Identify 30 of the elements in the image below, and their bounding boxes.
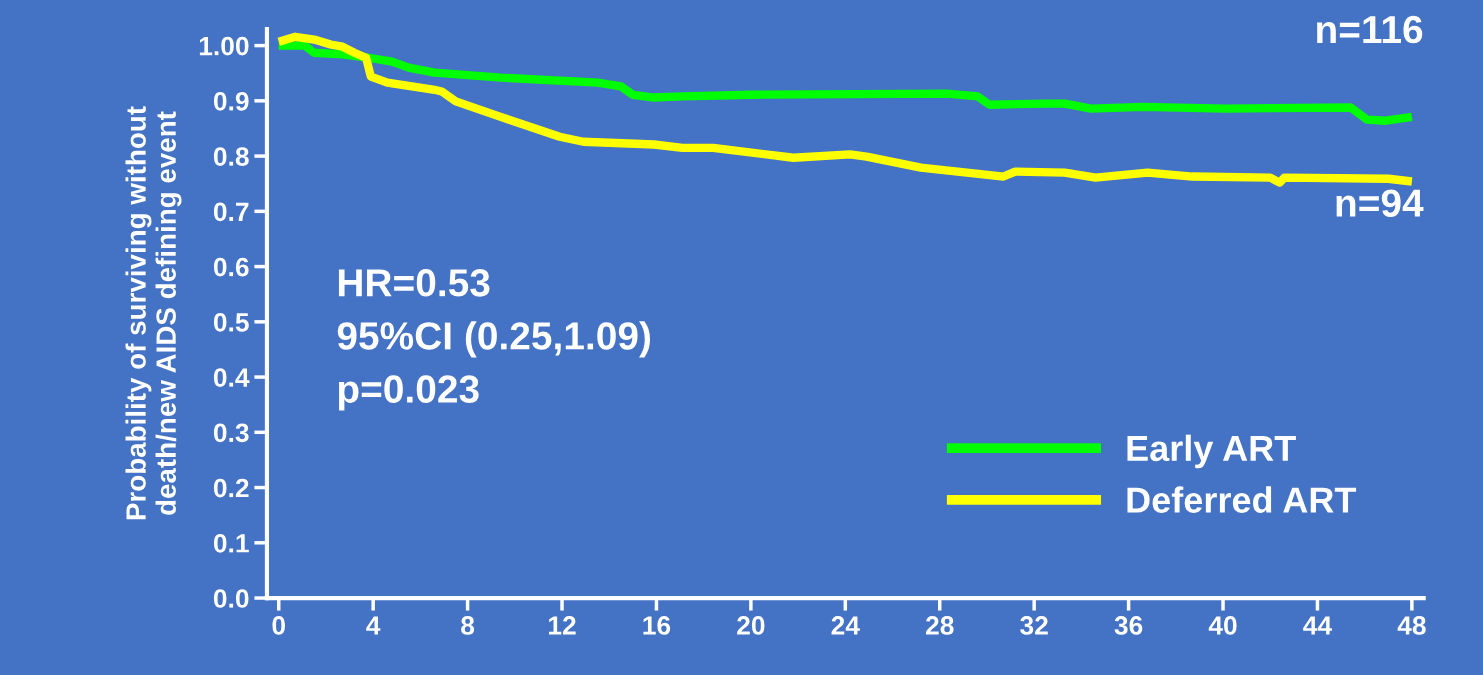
x-tick-label: 20 [737, 616, 765, 635]
legend-label: Deferred ART [1127, 486, 1357, 513]
annotation: HR=0.53 95%CI (0.25,1.09) p=0.023 [337, 269, 651, 411]
y-tick-label: 0.4 [213, 368, 250, 387]
x-tick-label: 0 [272, 616, 285, 635]
y-tick-label: 0.6 [213, 257, 249, 277]
annotation: n=94 [1336, 189, 1424, 217]
y-tick-label: 0.0 [213, 589, 249, 608]
y-tick-label: 0.1 [213, 533, 249, 553]
x-tick-label: 32 [1020, 616, 1048, 635]
x-tick-label: 48 [1397, 616, 1426, 635]
y-tick-label: 0.7 [213, 202, 249, 222]
y-tick-label: 0.5 [213, 312, 249, 332]
y-tick-label: 0.2 [213, 478, 249, 498]
annotation: n=116 [1317, 15, 1423, 44]
x-tick-label: 36 [1114, 616, 1143, 635]
legend-label: Early ART [1127, 434, 1296, 469]
x-tick-label: 28 [925, 616, 954, 635]
x-tick-label: 4 [366, 616, 381, 635]
x-tick-label: 8 [461, 616, 475, 635]
y-tick-label: 0.3 [213, 423, 249, 443]
x-tick-label: 40 [1208, 616, 1237, 635]
x-tick-label: 12 [549, 616, 576, 635]
x-tick-label: 16 [643, 616, 671, 635]
y-tick-label: 1.00 [199, 36, 249, 56]
y-tick-label: 0.9 [213, 91, 249, 111]
x-tick-label: 24 [831, 616, 860, 635]
x-tick-label: 44 [1303, 616, 1332, 635]
y-axis-title: Probability of surviving without death/new AIDS defining event [125, 106, 182, 520]
y-tick-label: 0.8 [213, 147, 249, 166]
